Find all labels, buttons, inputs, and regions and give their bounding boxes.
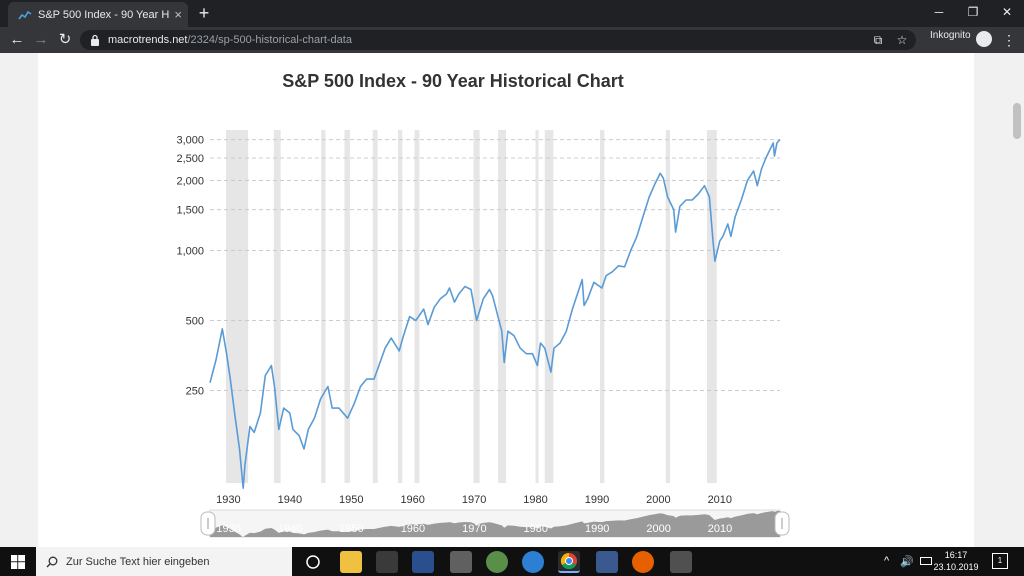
start-button[interactable] [0,547,36,576]
clock-time[interactable]: 16:17 [944,550,968,560]
app-icon-5[interactable] [596,551,618,573]
y-tick-label: 2,000 [176,176,204,188]
recession-band [372,130,378,483]
navigator-label: 1970 [462,523,486,535]
app-icon-4[interactable] [522,551,544,573]
url-path: /2324/sp-500-historical-chart-data [187,34,352,46]
recession-band [535,130,539,483]
x-tick-label: 2010 [708,494,732,506]
recession-band [544,130,554,483]
recession-band [665,130,671,483]
navigator-label: 1980 [524,523,548,535]
browser-tab[interactable]: S&P 500 Index - 90 Year Historic × [8,2,188,27]
y-tick-label: 1,500 [176,205,204,217]
recession-band [344,130,351,483]
navigator-label: 2000 [646,523,670,535]
x-tick-label: 1940 [278,494,302,506]
battery-icon[interactable] [920,557,932,565]
x-tick-label: 1980 [523,494,547,506]
menu-icon[interactable]: ⋮ [1002,32,1016,48]
y-tick-label: 2,500 [176,153,204,165]
x-tick-label: 1970 [462,494,486,506]
x-tick-label: 1950 [339,494,363,506]
incognito-label: Inkognito [930,30,971,41]
scrollbar-thumb[interactable] [1013,103,1021,139]
task-view-icon[interactable] [302,551,324,573]
firefox-icon[interactable] [632,551,654,573]
chart-favicon-icon [18,8,32,22]
x-tick-label: 1990 [585,494,609,506]
navigator-label: 2010 [708,523,732,535]
back-button[interactable]: ← [9,31,25,48]
clock-date[interactable]: 23.10.2019 [933,562,979,572]
app-icon-1[interactable] [376,551,398,573]
minimize-button[interactable]: ─ [934,5,944,19]
page-scrollbar[interactable] [1010,53,1024,547]
tab-title: S&P 500 Index - 90 Year Historic [38,8,170,21]
volume-icon[interactable]: 🔊 [900,556,914,568]
recession-band [273,130,281,483]
windows-taskbar: Zur Suche Text hier eingeben ^ 🔊 16:17 2… [0,547,1024,576]
restore-button[interactable]: ❐ [967,5,979,19]
taskbar-search-box[interactable]: Zur Suche Text hier eingeben [36,547,292,576]
lock-icon [91,34,99,46]
x-tick-label: 1960 [400,494,424,506]
url-host: macrotrends.net [108,34,188,46]
bookmark-star-icon[interactable]: ☆ [896,33,908,47]
y-tick-label: 3,000 [176,135,204,147]
notification-icon[interactable]: 1 [992,553,1008,569]
navigator-label: 1990 [585,523,609,535]
navigator-label: 1950 [339,523,363,535]
chart-card: S&P 500 Index - 90 Year Historical Chart… [38,53,974,547]
recession-band [397,130,403,483]
navigator-label: 1940 [278,523,302,535]
chrome-icon[interactable] [558,551,580,573]
browser-toolbar: ← → ↻ macrotrends.net/2324/sp-500-histor… [0,27,1024,53]
tab-close-icon[interactable]: × [174,7,182,22]
browser-tabstrip: S&P 500 Index - 90 Year Historic × + ─ ❐… [0,0,1024,27]
recession-band [414,130,420,483]
recession-band [600,130,605,483]
chart-title: S&P 500 Index - 90 Year Historical Chart [282,71,624,91]
search-placeholder: Zur Suche Text hier eingeben [66,555,210,568]
sp500-series-line [209,139,781,490]
windows-logo-icon [11,554,25,569]
notification-count: 1 [997,556,1003,565]
navigator-area [210,510,780,538]
y-tick-label: 250 [186,385,204,397]
page-viewport: S&P 500 Index - 90 Year Historical Chart… [0,53,1024,547]
x-tick-label: 1930 [216,494,240,506]
incognito-icon[interactable] [976,31,992,47]
y-tick-label: 500 [186,316,204,328]
recession-band [706,130,717,483]
app-icon-3[interactable] [486,551,508,573]
forward-button[interactable]: → [33,31,49,48]
recession-band [321,130,326,483]
calculator-icon[interactable] [450,551,472,573]
reload-button[interactable]: ↻ [58,31,72,48]
app-icon-6[interactable] [670,551,692,573]
search-icon [46,556,58,567]
tray-chevron-icon[interactable]: ^ [884,555,890,567]
y-tick-label: 1,000 [176,246,204,258]
address-bar[interactable]: macrotrends.net/2324/sp-500-historical-c… [80,30,916,50]
app-icon-2[interactable] [412,551,434,573]
navigator-label: 1960 [401,523,425,535]
translate-icon[interactable]: ⧉ [873,33,883,47]
new-tab-button[interactable]: + [198,3,210,23]
navigator-label: 1930 [216,523,240,535]
chart-svg: 250 500 1,000 1,500 2,000 2,500 3,000 1930 1940… [176,130,790,538]
file-explorer-icon[interactable] [340,551,362,573]
recession-band [473,130,480,483]
close-window-button[interactable]: ✕ [1001,5,1013,19]
x-tick-label: 2000 [646,494,670,506]
recession-band [498,130,507,483]
